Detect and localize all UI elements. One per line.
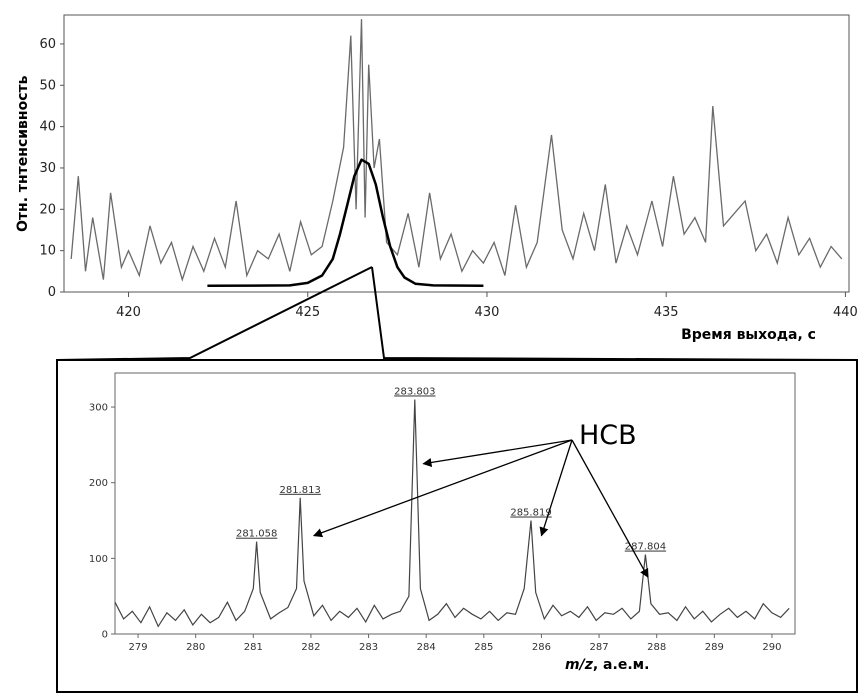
top-x-tick-label: 430 [475,305,500,320]
top-x-tick-label: 420 [116,305,141,320]
zoom-connector-lines [56,266,858,361]
peak-label: 287.804 [625,542,666,553]
bottom-plot-frame [114,372,796,635]
top-y-tick-label: 0 [48,285,56,300]
top-x-tick-label: 435 [654,305,679,320]
hcb-annotation-label: HCB [579,420,637,451]
bottom-x-tick-label: 285 [474,642,493,653]
top-y-tick-label: 40 [39,120,56,135]
bottom-x-tick-label: 283 [359,642,378,653]
top-y-tick-label: 20 [39,202,56,217]
bottom-x-tick-label: 288 [647,642,666,653]
zoom-line-left [56,266,373,361]
top-x-axis-label: Время выхода, с [681,327,816,343]
bottom-x-tick-label: 280 [186,642,205,653]
top-y-tick-label: 50 [39,78,56,93]
top-y-axis-label: Отн. тнтенсивность [15,75,31,232]
bottom-chart-mass-spectrum: 0 100 200 300 279 280 281 282 283 284 285 286 287 288… [56,359,858,693]
gaussian-fit-curve [207,158,484,288]
peak-label: 281.813 [279,485,320,496]
top-chart-chromatogram: 0 10 20 30 40 50 60 420 425 430 435 440 [39,14,858,320]
bottom-y-tick-label: 300 [89,403,108,414]
hcb-arrow [571,439,649,579]
bottom-x-axis-label: m/z, а.е.м. [565,657,649,673]
hcb-arrow [422,439,573,467]
top-plot-frame [63,14,850,293]
bottom-y-tick-label: 0 [102,630,108,641]
top-x-tick-label: 440 [833,305,858,320]
bottom-y-tick-label: 200 [89,478,108,489]
bottom-x-tick-label: 287 [590,642,609,653]
peak-label: 283.803 [394,386,435,397]
peak-label: 281.058 [236,529,277,540]
zoom-line-right [371,266,858,361]
mass-spectrum-line [114,399,790,628]
bottom-x-tick-label: 286 [532,642,551,653]
bottom-x-tick-label: 282 [301,642,320,653]
bottom-x-tick-label: 281 [244,642,263,653]
bottom-x-tick-label: 279 [129,642,148,653]
bottom-y-tick-label: 100 [89,554,108,565]
top-y-tick-label: 60 [39,37,56,52]
hcb-arrow [539,439,573,537]
top-y-tick-label: 10 [39,244,56,259]
top-y-tick-label: 30 [39,161,56,176]
peak-label: 285.819 [510,508,551,519]
bottom-x-tick-label: 290 [762,642,781,653]
bottom-x-tick-label: 289 [705,642,724,653]
hcb-arrow [312,439,573,538]
top-x-tick-label: 425 [295,305,320,320]
bottom-x-tick-label: 284 [417,642,436,653]
chromatogram-line [70,19,843,282]
